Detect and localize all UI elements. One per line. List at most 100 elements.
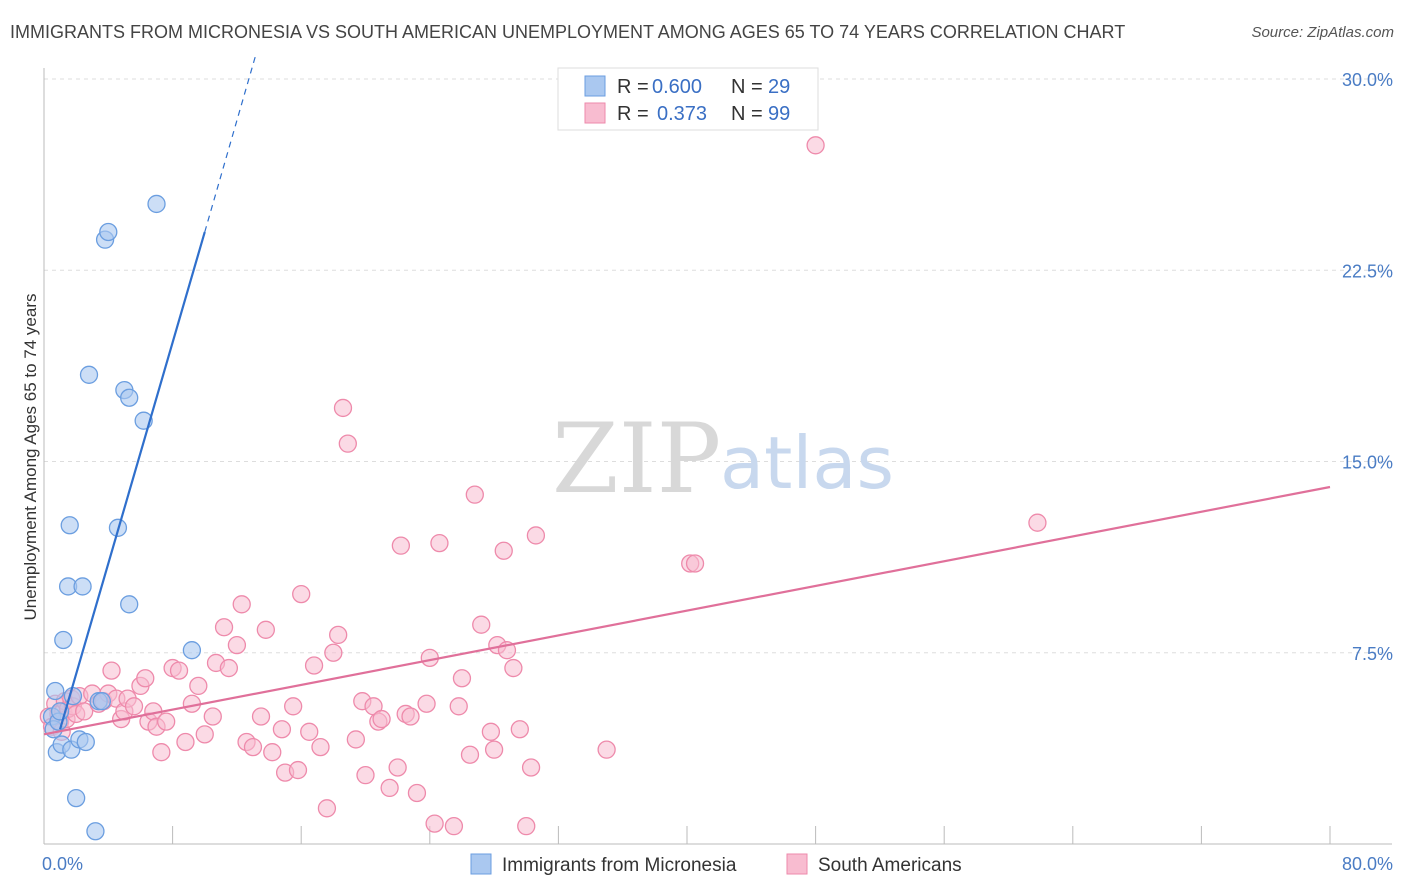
- x-tick-labels: 0.0% 80.0%: [42, 854, 1393, 874]
- point-micronesia-19: [92, 692, 112, 711]
- point-south-americans-93: [526, 526, 546, 545]
- legend-r-value-micronesia: 0.600: [652, 76, 702, 98]
- watermark-atlas: atlas: [720, 421, 894, 505]
- trend-line-south-americans: [43, 485, 1331, 736]
- point-south-americans-59: [329, 625, 348, 645]
- point-south-americans-62: [346, 730, 366, 749]
- point-micronesia-27: [147, 194, 166, 214]
- point-south-americans-47: [256, 620, 275, 639]
- point-south-americans-57: [317, 799, 337, 818]
- point-south-americans-34: [176, 732, 195, 752]
- bottom-legend-label-micronesia: Immigrants from Micronesia: [502, 855, 737, 876]
- legend-r-value-south-americans: 0.373: [657, 103, 707, 125]
- point-south-americans-78: [444, 817, 464, 836]
- point-south-americans-83: [472, 615, 491, 634]
- point-south-americans-92: [521, 758, 541, 777]
- point-south-americans-80: [452, 669, 472, 688]
- trend-line-micronesia-extension: [204, 53, 257, 233]
- point-micronesia-2: [46, 681, 65, 701]
- bottom-legend-swatch-south-americans: [786, 853, 808, 875]
- point-south-americans-64: [356, 766, 375, 785]
- point-south-americans-91: [517, 817, 536, 836]
- watermark-zip: ZIP: [552, 403, 721, 515]
- point-south-americans-97: [806, 136, 825, 155]
- point-south-americans-40: [214, 618, 234, 637]
- point-micronesia-16: [79, 365, 99, 384]
- legend-n-label-south-americans: N =: [731, 103, 763, 125]
- point-micronesia-28: [182, 641, 202, 660]
- point-south-americans-53: [292, 584, 311, 604]
- point-south-americans-96: [685, 554, 705, 573]
- point-south-americans-14: [75, 702, 94, 721]
- point-south-americans-69: [388, 758, 407, 777]
- point-micronesia-15: [76, 732, 95, 752]
- y-axis-label: Unemployment Among Ages 65 to 74 years: [21, 294, 40, 621]
- y-tick-label-3: 30.0%: [1342, 70, 1393, 90]
- point-south-americans-36: [189, 676, 208, 696]
- y-tick-label-2: 22.5%: [1342, 261, 1393, 281]
- y-tick-label-0: 7.5%: [1352, 644, 1393, 664]
- legend-r-label-south-americans: R =: [617, 103, 649, 125]
- point-micronesia-10: [60, 516, 79, 535]
- point-south-americans-31: [157, 712, 176, 731]
- point-south-americans-87: [494, 541, 513, 560]
- series-micronesia: [42, 194, 202, 841]
- point-south-americans-51: [284, 697, 303, 716]
- point-south-americans-48: [263, 743, 282, 762]
- point-south-americans-84: [481, 722, 501, 741]
- chart-source: Source: ZipAtlas.com: [1251, 24, 1394, 41]
- point-south-americans-24: [124, 697, 144, 716]
- point-south-americans-90: [510, 720, 529, 739]
- x-tick-label-min: 0.0%: [42, 854, 83, 874]
- point-south-americans-85: [484, 740, 504, 759]
- point-south-americans-73: [407, 783, 427, 803]
- grid-lines: [44, 78, 1392, 654]
- legend-n-value-south-americans: 99: [768, 103, 790, 125]
- point-south-americans-67: [372, 709, 391, 729]
- point-south-americans-60: [333, 398, 353, 418]
- point-micronesia-21: [99, 222, 118, 242]
- point-south-americans-52: [288, 760, 308, 780]
- point-south-americans-54: [300, 722, 319, 741]
- point-south-americans-30: [152, 743, 171, 762]
- legend-n-label-micronesia: N =: [731, 76, 763, 98]
- point-micronesia-14: [73, 577, 92, 596]
- point-south-americans-82: [465, 485, 484, 504]
- trend-line-micronesia: [59, 231, 206, 730]
- point-south-americans-68: [380, 778, 399, 798]
- point-south-americans-46: [251, 707, 271, 726]
- chart-title: IMMIGRANTS FROM MICRONESIA VS SOUTH AMER…: [10, 22, 1126, 42]
- y-tick-label-1: 15.0%: [1342, 453, 1393, 473]
- watermark: ZIP atlas: [552, 403, 894, 515]
- point-south-americans-49: [272, 720, 292, 739]
- point-south-americans-79: [449, 697, 468, 716]
- point-south-americans-55: [304, 656, 324, 675]
- point-south-americans-26: [136, 669, 155, 688]
- point-south-americans-38: [203, 707, 222, 726]
- x-tick-label-max: 80.0%: [1342, 854, 1393, 874]
- series-south-americans: [39, 136, 1047, 836]
- point-south-americans-43: [232, 595, 251, 614]
- point-south-americans-61: [338, 434, 357, 453]
- point-south-americans-75: [420, 648, 439, 667]
- legend-swatch-south-americans: [584, 102, 606, 124]
- legend-swatch-micronesia: [584, 75, 606, 97]
- legend: R = 0.600 N = 29 R = 0.373 N = 99: [557, 67, 819, 131]
- point-south-americans-70: [391, 536, 411, 555]
- bottom-legend-label-south-americans: South Americans: [818, 855, 962, 876]
- point-south-americans-42: [227, 635, 247, 655]
- point-south-americans-98: [1028, 513, 1047, 532]
- point-south-americans-72: [401, 707, 420, 726]
- point-south-americans-19: [102, 661, 121, 680]
- point-south-americans-89: [504, 658, 523, 678]
- point-south-americans-41: [219, 658, 239, 678]
- point-south-americans-74: [417, 694, 436, 713]
- legend-r-label-micronesia: R =: [617, 76, 649, 98]
- point-micronesia-25: [120, 595, 139, 614]
- point-south-americans-94: [597, 740, 616, 759]
- trend-lines: [43, 53, 1331, 736]
- point-south-americans-33: [169, 661, 189, 680]
- point-south-americans-37: [195, 725, 214, 744]
- point-micronesia-12: [67, 788, 86, 808]
